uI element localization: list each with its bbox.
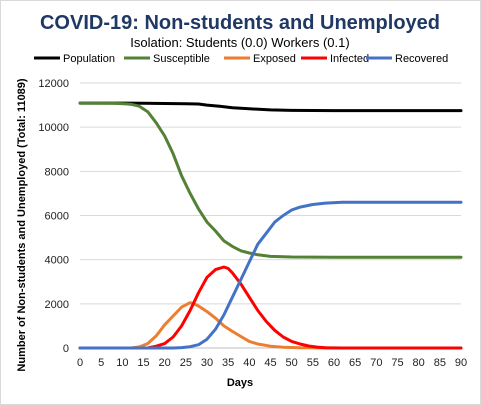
legend-label-population: Population [63,53,115,65]
x-tick-label: 65 [349,357,361,369]
series-line-exposed [78,301,463,350]
x-tick-label: 20 [159,357,171,369]
x-tick-label: 30 [201,357,213,369]
x-tick-label: 45 [264,357,276,369]
y-tick-label: 4000 [45,255,69,267]
y-axis-title: Number of Non-students and Unemployed (T… [16,78,28,371]
x-tick-label: 75 [391,357,403,369]
x-tick-label: 10 [116,357,128,369]
series-line-population [78,101,463,113]
x-tick-label: 90 [455,357,467,369]
series-line-susceptible [78,101,463,259]
series-lines [78,101,463,350]
x-tick-label: 5 [98,357,104,369]
legend-label-recovered: Recovered [395,53,448,65]
x-tick-label: 50 [286,357,298,369]
y-tick-label: 12000 [38,78,69,90]
series-line-recovered [78,200,463,350]
legend-label-susceptible: Susceptible [153,53,210,65]
x-tick-label: 0 [77,357,83,369]
x-tick-label: 60 [328,357,340,369]
x-tick-label: 70 [370,357,382,369]
gridlines [80,82,461,305]
x-tick-label: 55 [307,357,319,369]
y-tick-label: 10000 [38,122,69,134]
legend-label-exposed: Exposed [253,53,296,65]
legend: Population Susceptible Exposed Infected Reco… [34,53,448,65]
x-tick-label: 35 [222,357,234,369]
x-tick-label: 40 [243,357,255,369]
chart-title: COVID-19: Non-students and Unemployed [40,12,440,34]
x-axis-title: Days [227,377,253,389]
x-tick-label: 80 [413,357,425,369]
x-tick-label: 25 [180,357,192,369]
y-tick-label: 6000 [45,211,69,223]
legend-label-infected: Infected [330,53,369,65]
y-tick-label: 8000 [45,166,69,178]
y-tick-label: 2000 [45,299,69,311]
x-axis-ticks: 0 5 10 15 20 25 30 35 40 45 50 55 60 65 70 75 80 85 90 [77,357,467,369]
y-axis-ticks: 0 2000 4000 6000 8000 10000 12000 [38,78,69,355]
y-tick-label: 0 [63,343,69,355]
chart-subtitle: Isolation: Students (0.0) Workers (0.1) [130,35,349,50]
series-line-infected [78,265,463,350]
x-tick-label: 15 [137,357,149,369]
x-tick-label: 85 [434,357,446,369]
